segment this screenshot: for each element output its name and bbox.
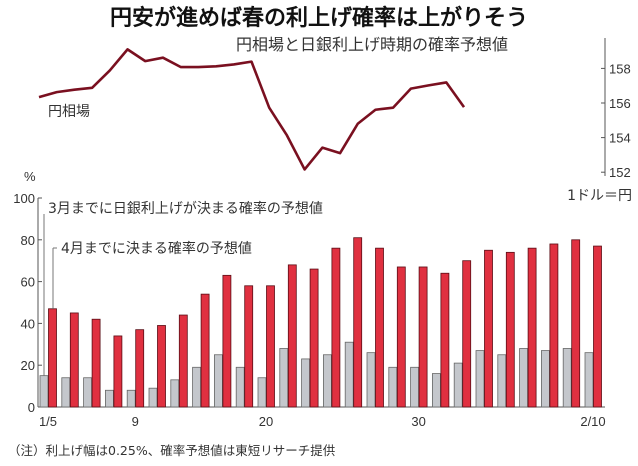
bar-april [48,308,57,408]
x-tick-label: 1/5 [39,414,57,429]
right-y-tick-label: 154 [609,131,631,146]
bar-march [170,379,180,408]
y-tick-label: 100 [13,191,35,206]
bar-april [266,285,275,408]
bar-march [39,375,49,408]
yen-line [38,48,466,171]
bar-march [279,348,289,408]
right-y-tick-label: 156 [609,96,631,111]
right-y-tick-label: 158 [609,61,631,76]
bar-april [91,318,101,408]
x-tick-label: 20 [259,414,273,429]
bar-april [113,335,123,408]
bar-april [287,264,297,408]
bar-april [505,251,515,408]
y-tick-label: 60 [21,275,35,290]
bar-april [571,239,581,408]
bar-april [353,237,363,408]
bar-april [549,243,559,408]
chart-subtitle: 円相場と日銀利上げ時期の確率予想値 [236,35,508,54]
bar-march [497,354,507,408]
bar-march [105,389,114,408]
bar-april [178,314,188,408]
bar-march [83,377,92,408]
x-tick-label: 30 [411,414,425,429]
bar-april [222,274,232,408]
y-tick-label: 40 [21,316,35,331]
bar-march [584,352,594,408]
bar-april [309,268,319,408]
bar-april [484,249,493,408]
footnote: （注）利上げ幅は0.25%、確率予想値は東短リサーチ提供 [8,443,335,458]
rate-hike-bar-chart: % 0 20 40 60 80 100 1/5 9 20 30 2/10 3月までに日銀利上げが決まる確… [13,169,605,429]
bar-april [593,245,602,408]
chart-title: 円安が進めば春の利上げ確率は上がりそう [110,5,528,31]
bar-april [69,312,79,408]
bar-march [541,350,550,408]
right-y-unit-label: 1ドル＝円 [567,188,632,204]
bar-april [527,247,537,408]
series-label-yen: 円相場 [48,104,90,120]
x-tick-label: 2/10 [580,414,605,429]
bar-april [135,329,145,408]
bar-march [126,389,136,408]
x-tick-label: 9 [132,414,139,429]
y-tick-label: 20 [21,358,35,373]
bar-march [301,358,311,408]
bar-april [331,247,341,408]
bar-april [157,325,166,408]
y-tick-label: 80 [21,233,35,248]
bar-april [462,260,472,408]
y-axis-unit: % [24,169,36,184]
y-tick-label: 0 [28,400,35,415]
bar-april [375,247,384,408]
bar-march [235,366,245,408]
bar-march [410,366,420,408]
bar-march [388,366,398,408]
bar-march [344,341,354,408]
bar-march [257,377,267,408]
bar-march [366,352,376,408]
bar-march [322,354,332,408]
bar-march [192,366,202,408]
bar-march [453,362,463,408]
bar-march [562,348,572,408]
legend-april: 4月までに決まる確率の予想値 [61,240,252,257]
bar-march [475,350,485,408]
bar-april [244,285,254,408]
bar-april [440,272,450,408]
bar-april [396,266,406,408]
legend-march: 3月までに日銀利上げが決まる確率の予想値 [48,200,323,217]
bar-march [213,354,223,408]
bar-march [519,348,528,408]
bar-april [418,266,428,408]
bar-march [61,377,71,408]
bar-march [431,373,441,408]
bar-april [200,293,210,408]
bar-march [148,387,158,408]
yen-line-chart: 152 154 156 158 1ドル＝円 円相場 [38,38,632,204]
right-y-tick-label: 152 [609,165,631,180]
